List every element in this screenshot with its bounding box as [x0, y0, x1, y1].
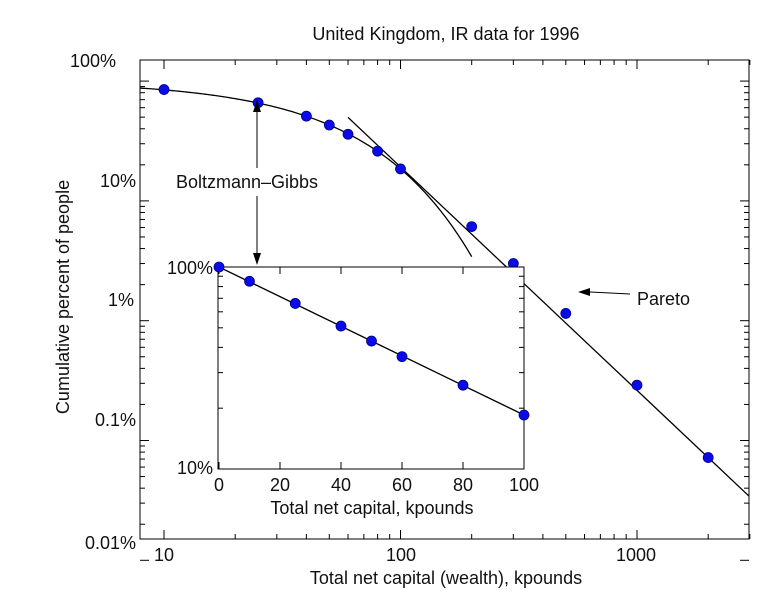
inset-x-tick-label-0: 0	[214, 475, 224, 495]
inset-plot-frame	[217, 266, 525, 470]
inset-data-point	[518, 409, 530, 421]
arrowhead-left-icon	[578, 288, 590, 296]
inset-x-tick-label-80: 80	[453, 475, 473, 495]
data-point	[466, 221, 478, 233]
inset-data-point	[396, 351, 408, 363]
x-tick-label-10: 10	[154, 545, 174, 565]
y-axis-label: Cumulative percent of people	[53, 180, 73, 414]
data-point	[300, 110, 312, 122]
chart-title: United Kingdom, IR data for 1996	[312, 24, 579, 44]
data-point	[560, 308, 572, 319]
inset-y-tick-label-10pct: 10%	[177, 458, 213, 478]
data-point	[631, 379, 643, 391]
inset-axis-ticks	[218, 266, 525, 470]
boltzmann-gibbs-annotation: Boltzmann–Gibbs	[176, 172, 318, 192]
inset-x-axis-label: Total net capital, kpounds	[270, 498, 473, 518]
inset-data-point	[366, 335, 377, 347]
pareto-fit-line	[347, 116, 749, 498]
inset-x-tick-label-60: 60	[392, 475, 412, 495]
pareto-arrow	[589, 291, 631, 295]
inset-x-tick-label-100: 100	[509, 475, 539, 495]
data-point	[372, 145, 383, 157]
y-tick-label-100pct: 100%	[70, 51, 116, 71]
y-tick-label-0-01pct: 0.01%	[85, 533, 136, 553]
data-point	[342, 128, 354, 140]
arrowhead-down-icon	[253, 253, 261, 265]
x-axis-label: Total net capital (wealth), kpounds	[310, 568, 582, 588]
main-plot-frame	[139, 59, 750, 540]
x-tick-label-1000: 1000	[616, 545, 656, 565]
inset-y-tick-label-100pct: 100%	[167, 258, 213, 278]
data-point	[323, 119, 335, 131]
pareto-annotation: Pareto	[637, 289, 690, 309]
data-point	[158, 84, 170, 95]
data-point	[395, 163, 406, 175]
inset-data-points	[213, 261, 530, 421]
inset-background	[218, 267, 524, 469]
inset-x-tick-label-20: 20	[270, 475, 290, 495]
inset-data-point	[457, 379, 469, 391]
inset-data-point	[289, 298, 301, 309]
y-tick-label-10pct: 10%	[100, 171, 136, 191]
inset-x-tick-label-40: 40	[331, 475, 351, 495]
inset-data-point	[244, 275, 255, 287]
y-tick-label-1pct: 1%	[108, 290, 134, 310]
data-point	[702, 452, 714, 463]
y-tick-label-0-1pct: 0.1%	[95, 410, 136, 430]
main-data-points	[158, 84, 714, 463]
arrowhead-up-icon	[253, 100, 261, 112]
x-tick-label-100: 100	[386, 545, 416, 565]
inset-data-point	[213, 261, 225, 273]
main-axis-ticks	[140, 60, 751, 561]
inset-data-point	[335, 320, 347, 332]
